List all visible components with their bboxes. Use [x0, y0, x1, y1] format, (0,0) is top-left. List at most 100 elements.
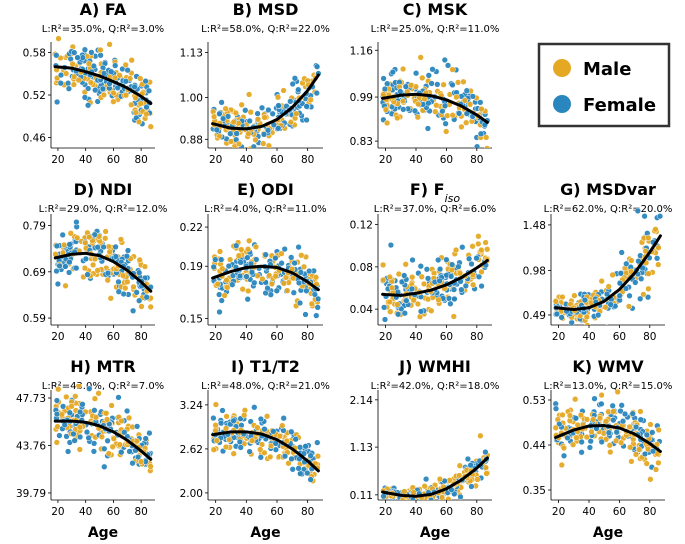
x-tick-label: 40 [582, 506, 595, 518]
point-male [399, 97, 407, 105]
point-female [65, 269, 73, 276]
point-female [281, 245, 288, 253]
point-female [289, 80, 296, 88]
point-female [145, 87, 153, 94]
point-female [66, 409, 73, 416]
y-tick-label: 0.15 [180, 313, 203, 325]
point-female [100, 243, 107, 251]
point-female [622, 285, 630, 292]
point-male [75, 76, 82, 84]
point-male [394, 301, 401, 308]
point-male [147, 123, 154, 130]
point-male [453, 93, 460, 101]
point-male [147, 303, 154, 311]
point-male [136, 256, 143, 264]
y-tick-label: 0.69 [23, 267, 46, 279]
point-female [313, 63, 321, 70]
point-female [90, 448, 98, 455]
point-male [122, 92, 130, 99]
point-female [607, 301, 614, 308]
point-male [60, 241, 68, 249]
point-female [112, 253, 120, 260]
point-female [273, 287, 280, 294]
point-female [482, 448, 489, 456]
point-female [53, 267, 60, 275]
point-male [298, 252, 305, 259]
point-female [53, 98, 61, 106]
point-male [110, 89, 117, 97]
point-female [142, 435, 149, 442]
y-tick-label: 1.13 [180, 47, 203, 59]
x-tick-label: 20 [379, 154, 392, 166]
x-tick-label: 20 [51, 154, 64, 166]
point-male [224, 284, 231, 291]
point-female [621, 410, 629, 418]
point-male [263, 413, 271, 420]
point-male [482, 464, 489, 471]
point-male [460, 78, 467, 85]
point-female [213, 126, 220, 133]
point-female [617, 270, 624, 277]
point-female [288, 428, 295, 435]
point-male [628, 458, 635, 465]
point-male [600, 331, 606, 337]
point-male [124, 278, 131, 286]
point-female [459, 244, 466, 251]
panel-title: A) FA [80, 0, 127, 19]
point-female [112, 62, 119, 69]
legend-male-marker [553, 59, 571, 77]
point-male [603, 418, 610, 425]
point-male [222, 425, 230, 432]
panel-4: E) ODI L:R²=4.0%, Q:R²=11.0%0.22 0.19 0.15 2… [180, 180, 327, 343]
point-male [380, 276, 387, 284]
point-female [290, 289, 297, 296]
point-female [71, 49, 78, 56]
legend: Male Female [537, 42, 671, 128]
y-tick-label: 2.62 [180, 444, 203, 456]
point-male [103, 416, 111, 423]
point-male [409, 274, 416, 281]
point-male [637, 408, 644, 415]
point-female [292, 436, 299, 443]
point-male [416, 313, 424, 320]
point-female [216, 291, 223, 298]
point-male [307, 96, 314, 103]
point-female [441, 102, 449, 109]
panel-title-subscript: iso [445, 192, 461, 205]
point-male [245, 287, 252, 295]
y-tick-label: 0.08 [350, 262, 373, 274]
point-female [229, 281, 236, 288]
point-female [70, 430, 77, 438]
point-female [210, 263, 217, 271]
point-male [261, 449, 268, 456]
point-female [442, 120, 449, 127]
point-male [94, 267, 101, 274]
point-male [72, 393, 79, 400]
point-female [434, 81, 441, 88]
point-male [254, 116, 262, 123]
point-male [569, 441, 577, 448]
point-male [558, 461, 565, 469]
point-female [441, 56, 448, 64]
panel-title: K) WMV [572, 357, 644, 376]
point-male [55, 36, 62, 42]
point-female [124, 247, 132, 254]
point-female [262, 251, 269, 258]
x-tick-label: 60 [270, 506, 283, 518]
point-male [583, 416, 591, 423]
point-female [54, 280, 62, 288]
point-female [243, 273, 250, 280]
point-male [414, 114, 421, 121]
point-male [454, 79, 462, 86]
x-tick-label: 20 [379, 331, 392, 343]
point-female [313, 312, 320, 319]
point-male [566, 412, 574, 419]
point-female [82, 255, 90, 263]
point-female [64, 448, 72, 455]
panel-1: B) MSD L:R²=58.0%, Q:R²=22.0% 1.13 1.00 0.88… [180, 0, 330, 166]
legend-male-label: Male [583, 59, 631, 80]
point-male [652, 466, 660, 473]
panel-stats: L:R²=13.0%, Q:R²=15.0% [544, 381, 673, 392]
point-female [275, 102, 282, 109]
point-female [242, 107, 249, 114]
